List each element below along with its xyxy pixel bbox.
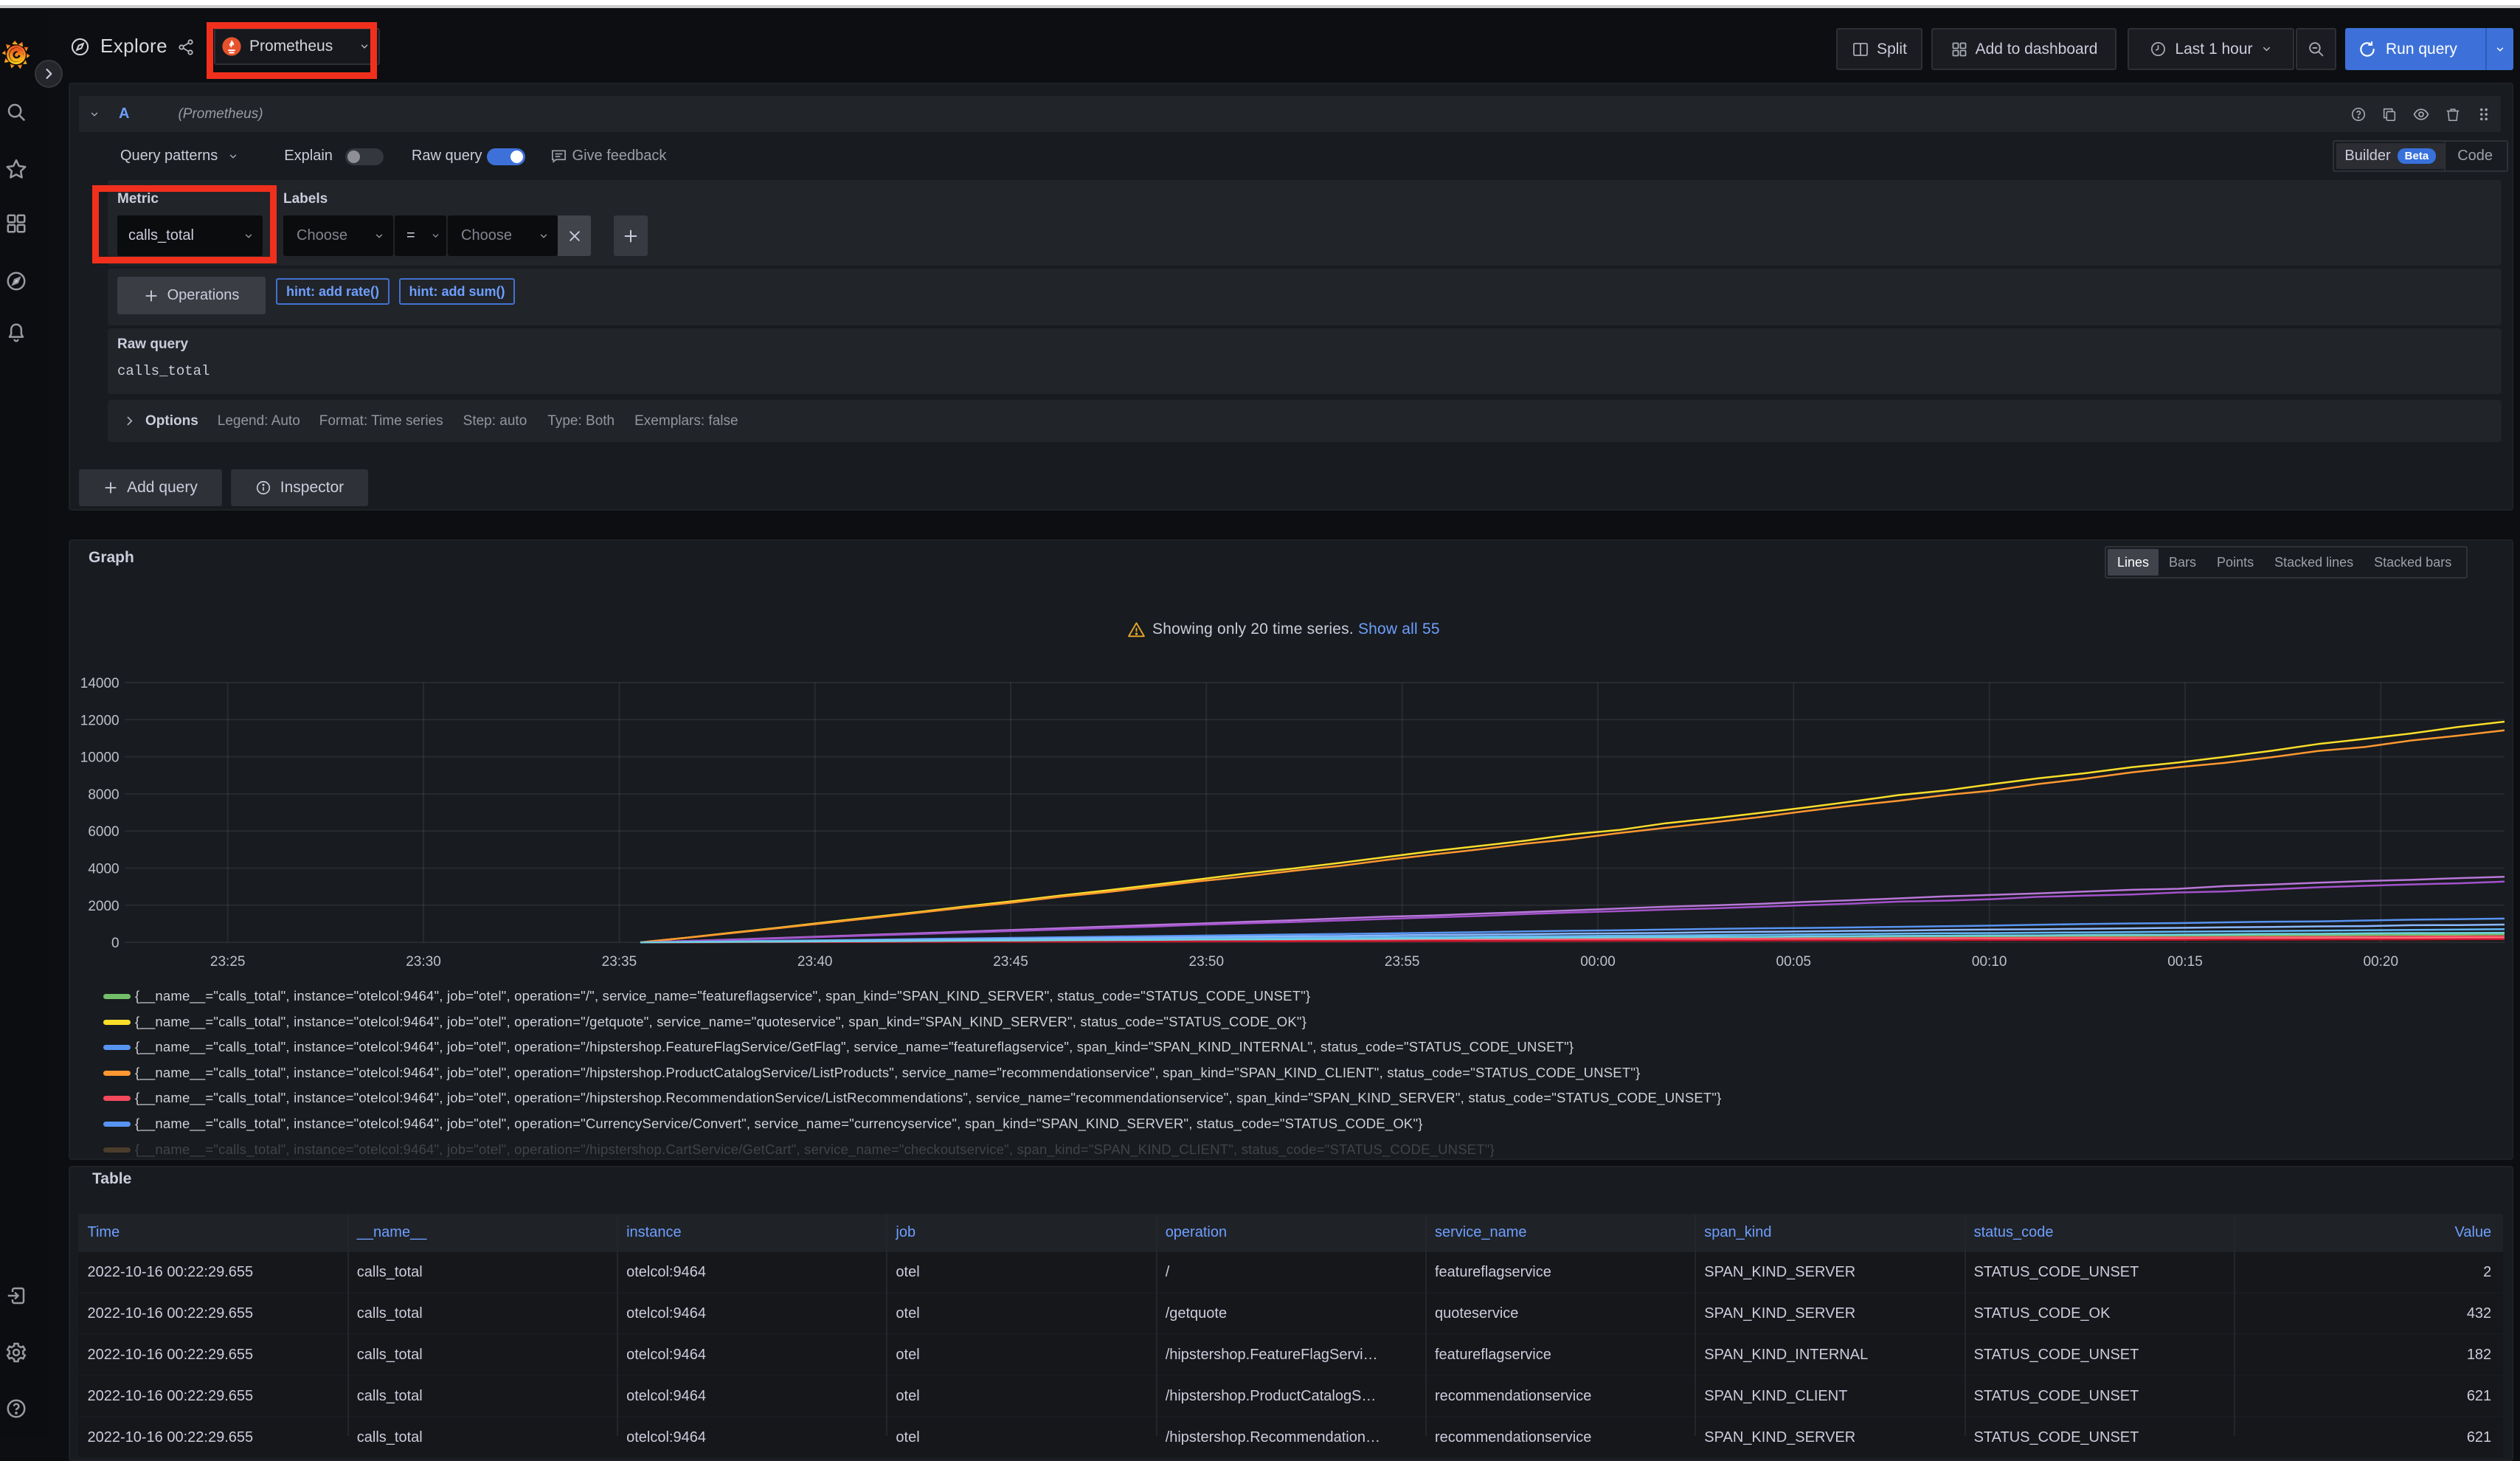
svg-text:23:50: 23:50 (1189, 954, 1225, 970)
svg-text:6000: 6000 (88, 824, 119, 840)
svg-text:23:40: 23:40 (797, 954, 833, 970)
svg-text:00:00: 00:00 (1580, 954, 1616, 970)
svg-text:23:35: 23:35 (602, 954, 637, 970)
svg-text:00:15: 00:15 (2167, 954, 2203, 970)
svg-text:2000: 2000 (88, 899, 119, 914)
svg-text:00:10: 00:10 (1972, 954, 2007, 970)
svg-text:14000: 14000 (80, 676, 120, 691)
svg-text:23:25: 23:25 (210, 954, 246, 970)
svg-text:12000: 12000 (80, 713, 120, 728)
svg-text:4000: 4000 (88, 862, 119, 877)
svg-text:8000: 8000 (88, 787, 119, 803)
svg-text:23:55: 23:55 (1385, 954, 1420, 970)
svg-text:23:45: 23:45 (993, 954, 1028, 970)
svg-text:23:30: 23:30 (406, 954, 441, 970)
svg-text:00:20: 00:20 (2364, 954, 2399, 970)
svg-text:10000: 10000 (80, 750, 120, 766)
svg-text:0: 0 (111, 936, 120, 951)
svg-text:00:05: 00:05 (1776, 954, 1812, 970)
